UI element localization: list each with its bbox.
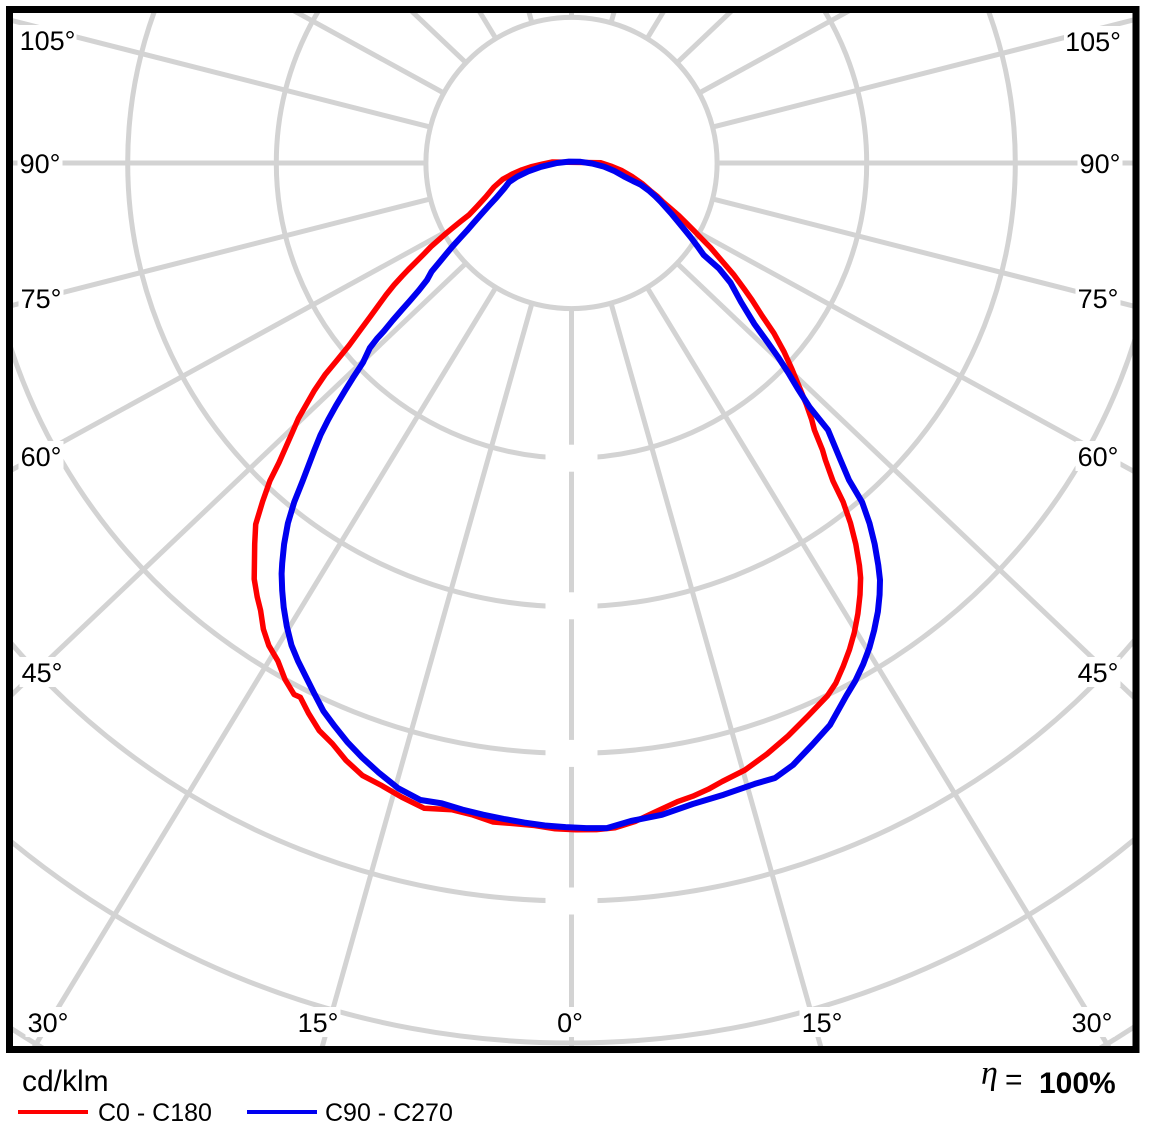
svg-text:η: η	[981, 1055, 998, 1092]
svg-text:0°: 0°	[557, 1008, 583, 1038]
svg-text:15°: 15°	[298, 1008, 339, 1038]
svg-text:105°: 105°	[20, 26, 76, 56]
svg-text:90°: 90°	[1080, 149, 1121, 179]
svg-text:45°: 45°	[22, 658, 63, 688]
svg-text:75°: 75°	[1078, 284, 1119, 314]
svg-text:105°: 105°	[1065, 27, 1121, 57]
svg-text:90°: 90°	[20, 149, 61, 179]
svg-text:C90 - C270: C90 - C270	[325, 1099, 453, 1127]
svg-text:15°: 15°	[802, 1008, 843, 1038]
svg-text:100%: 100%	[1039, 1067, 1116, 1100]
svg-text:=: =	[1005, 1064, 1023, 1097]
svg-text:75°: 75°	[21, 284, 62, 314]
svg-text:C0 - C180: C0 - C180	[98, 1099, 212, 1127]
svg-text:30°: 30°	[28, 1008, 69, 1038]
svg-text:60°: 60°	[21, 442, 62, 472]
svg-text:cd/klm: cd/klm	[22, 1065, 109, 1098]
svg-text:30°: 30°	[1072, 1008, 1113, 1038]
svg-text:60°: 60°	[1078, 442, 1119, 472]
svg-text:45°: 45°	[1078, 658, 1119, 688]
